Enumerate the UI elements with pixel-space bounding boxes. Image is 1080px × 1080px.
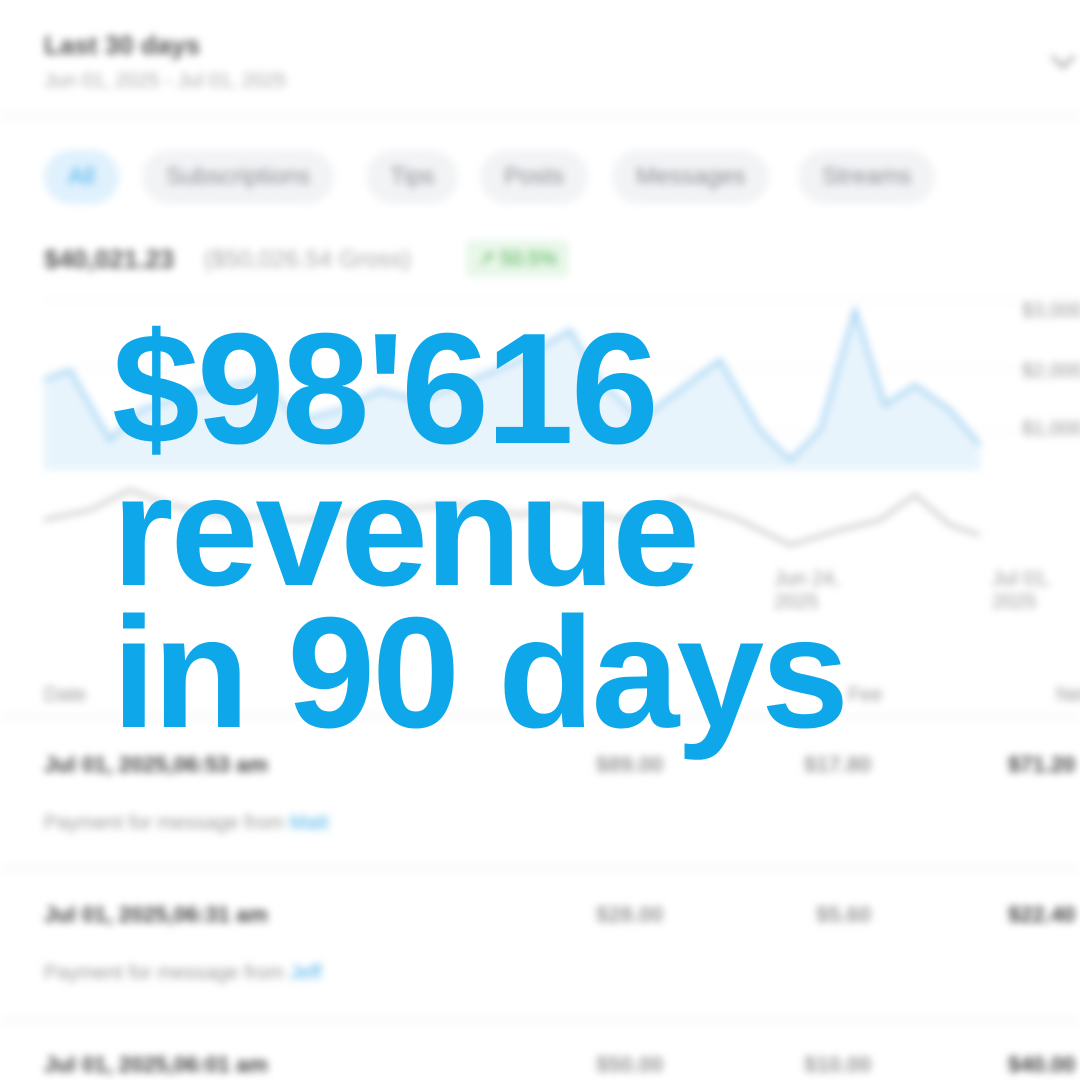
chart-area: [43, 299, 1080, 547]
y-label: $1,000: [1022, 418, 1080, 440]
user-link[interactable]: Jeff: [289, 962, 322, 984]
period-range: Jun 01, 2025 - Jul 01, 2025: [44, 70, 287, 92]
headline-line: in 90 days: [112, 585, 849, 761]
headline-line: $98'616: [112, 301, 659, 477]
desc-text: Payment for message from: [44, 962, 285, 984]
row-date: Jul 01, 2025,06:01 am: [44, 1052, 268, 1077]
row-date: Jul 01, 2025,06:31 am: [44, 902, 268, 927]
column-header: Date: [44, 684, 87, 706]
row-desc: Payment for message from Matt: [44, 812, 329, 835]
row-net: $71.20: [1008, 752, 1076, 777]
row-amount: $50.00: [596, 1052, 664, 1077]
row-amount: $28.00: [596, 902, 664, 927]
x-label: Jul 01, 2025: [992, 568, 1051, 613]
column-header: Fee: [848, 684, 883, 706]
tab[interactable]: Streams: [798, 150, 936, 204]
area: [44, 310, 980, 470]
divider: [0, 1020, 1080, 1022]
divider: [0, 716, 1080, 718]
desc-text: Payment for message from: [44, 812, 285, 834]
row-date: Jul 01, 2025,06:53 am: [44, 752, 268, 777]
row-desc: Payment for message from Jeff: [44, 962, 322, 985]
row-fee: $10.00: [804, 1052, 872, 1077]
divider: [0, 868, 1080, 870]
row-net: $22.40: [1008, 902, 1076, 927]
row-net: $40.00: [1008, 1052, 1076, 1077]
headline-line: revenue: [112, 443, 700, 619]
y-label: $3,000: [1022, 300, 1080, 322]
overlay-headline: $98'616 revenue in 90 days: [112, 301, 849, 761]
user-link[interactable]: Matt: [289, 812, 329, 834]
tab[interactable]: Messages: [612, 150, 770, 204]
y-label: $2,000: [1022, 360, 1080, 382]
row-fee: $17.80: [804, 752, 872, 777]
tab[interactable]: Tips: [366, 150, 459, 204]
tab[interactable]: Subscriptions: [142, 150, 335, 204]
divider: [0, 115, 1080, 117]
gross-total: ($50,026.54 Gross): [204, 246, 411, 273]
dropdown-icon[interactable]: [1048, 52, 1078, 72]
tab[interactable]: Posts: [480, 150, 589, 204]
net-total: $40,021.23: [44, 244, 175, 274]
row-amount: $89.00: [596, 752, 664, 777]
line: [43, 304, 982, 463]
line: [43, 488, 981, 547]
change-badge: ↗ 50.5%: [466, 240, 570, 277]
column-header: Net: [1056, 684, 1080, 706]
row-fee: $5.60: [816, 902, 872, 927]
x-label: Jun 24, 2025: [774, 568, 840, 613]
tab[interactable]: All: [44, 150, 119, 204]
period-title[interactable]: Last 30 days: [44, 30, 201, 60]
